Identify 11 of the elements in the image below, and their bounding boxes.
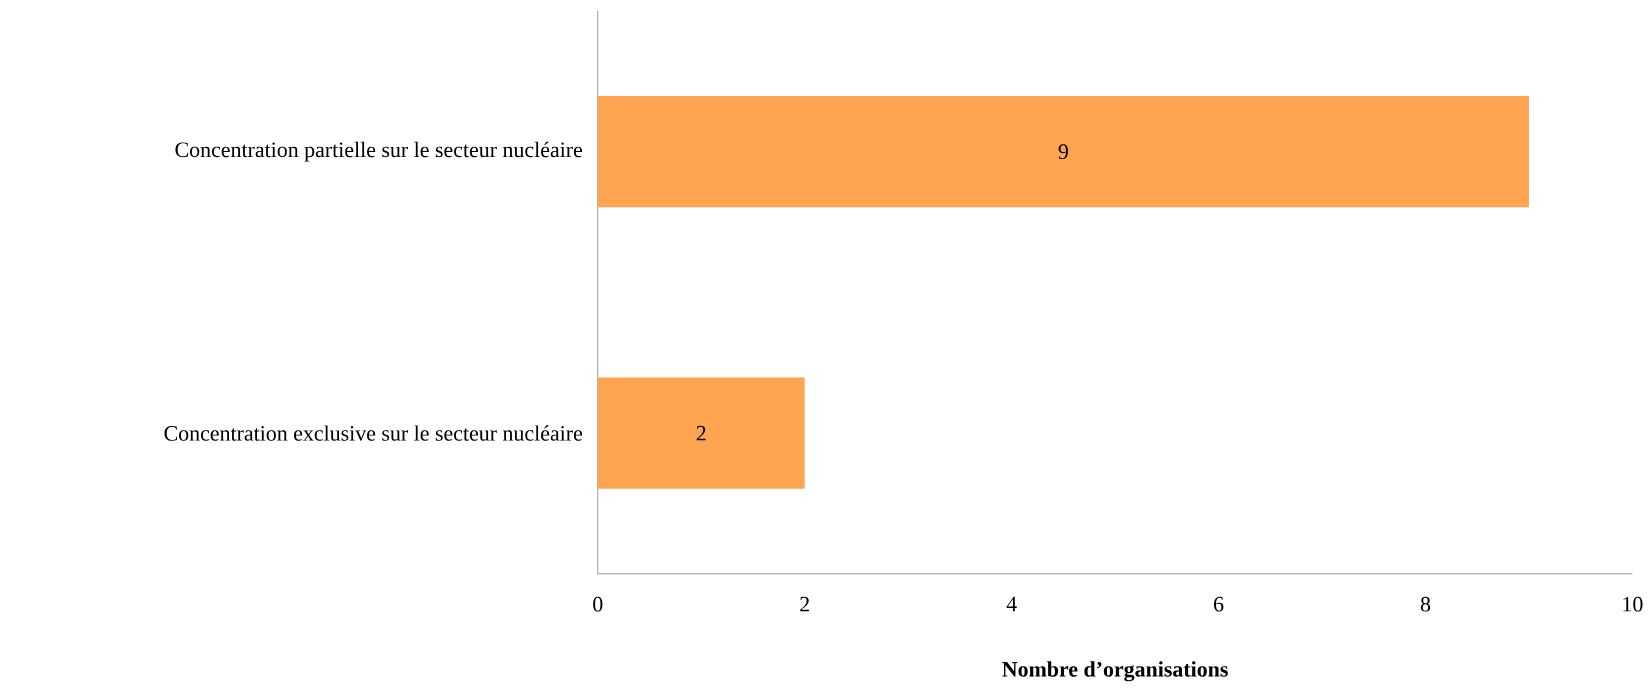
x-tick-label: 2 — [800, 596, 809, 612]
y-tick-label: Concentration exclusive sur le secteur nucléaire — [164, 425, 583, 441]
x-tick-label: 4 — [1006, 596, 1017, 612]
data-label: 2 — [696, 425, 706, 441]
data-label: 9 — [1058, 144, 1068, 160]
y-tick-label: Concentration partielle sur le secteur nucléaire — [175, 141, 583, 162]
x-tick-label: 8 — [1420, 596, 1431, 612]
x-tick-label: 0 — [593, 596, 603, 612]
x-tick-label: 10 — [1623, 596, 1643, 612]
x-axis-title: Nombre d’organisations — [1002, 661, 1228, 682]
x-tick-label: 6 — [1214, 596, 1224, 612]
